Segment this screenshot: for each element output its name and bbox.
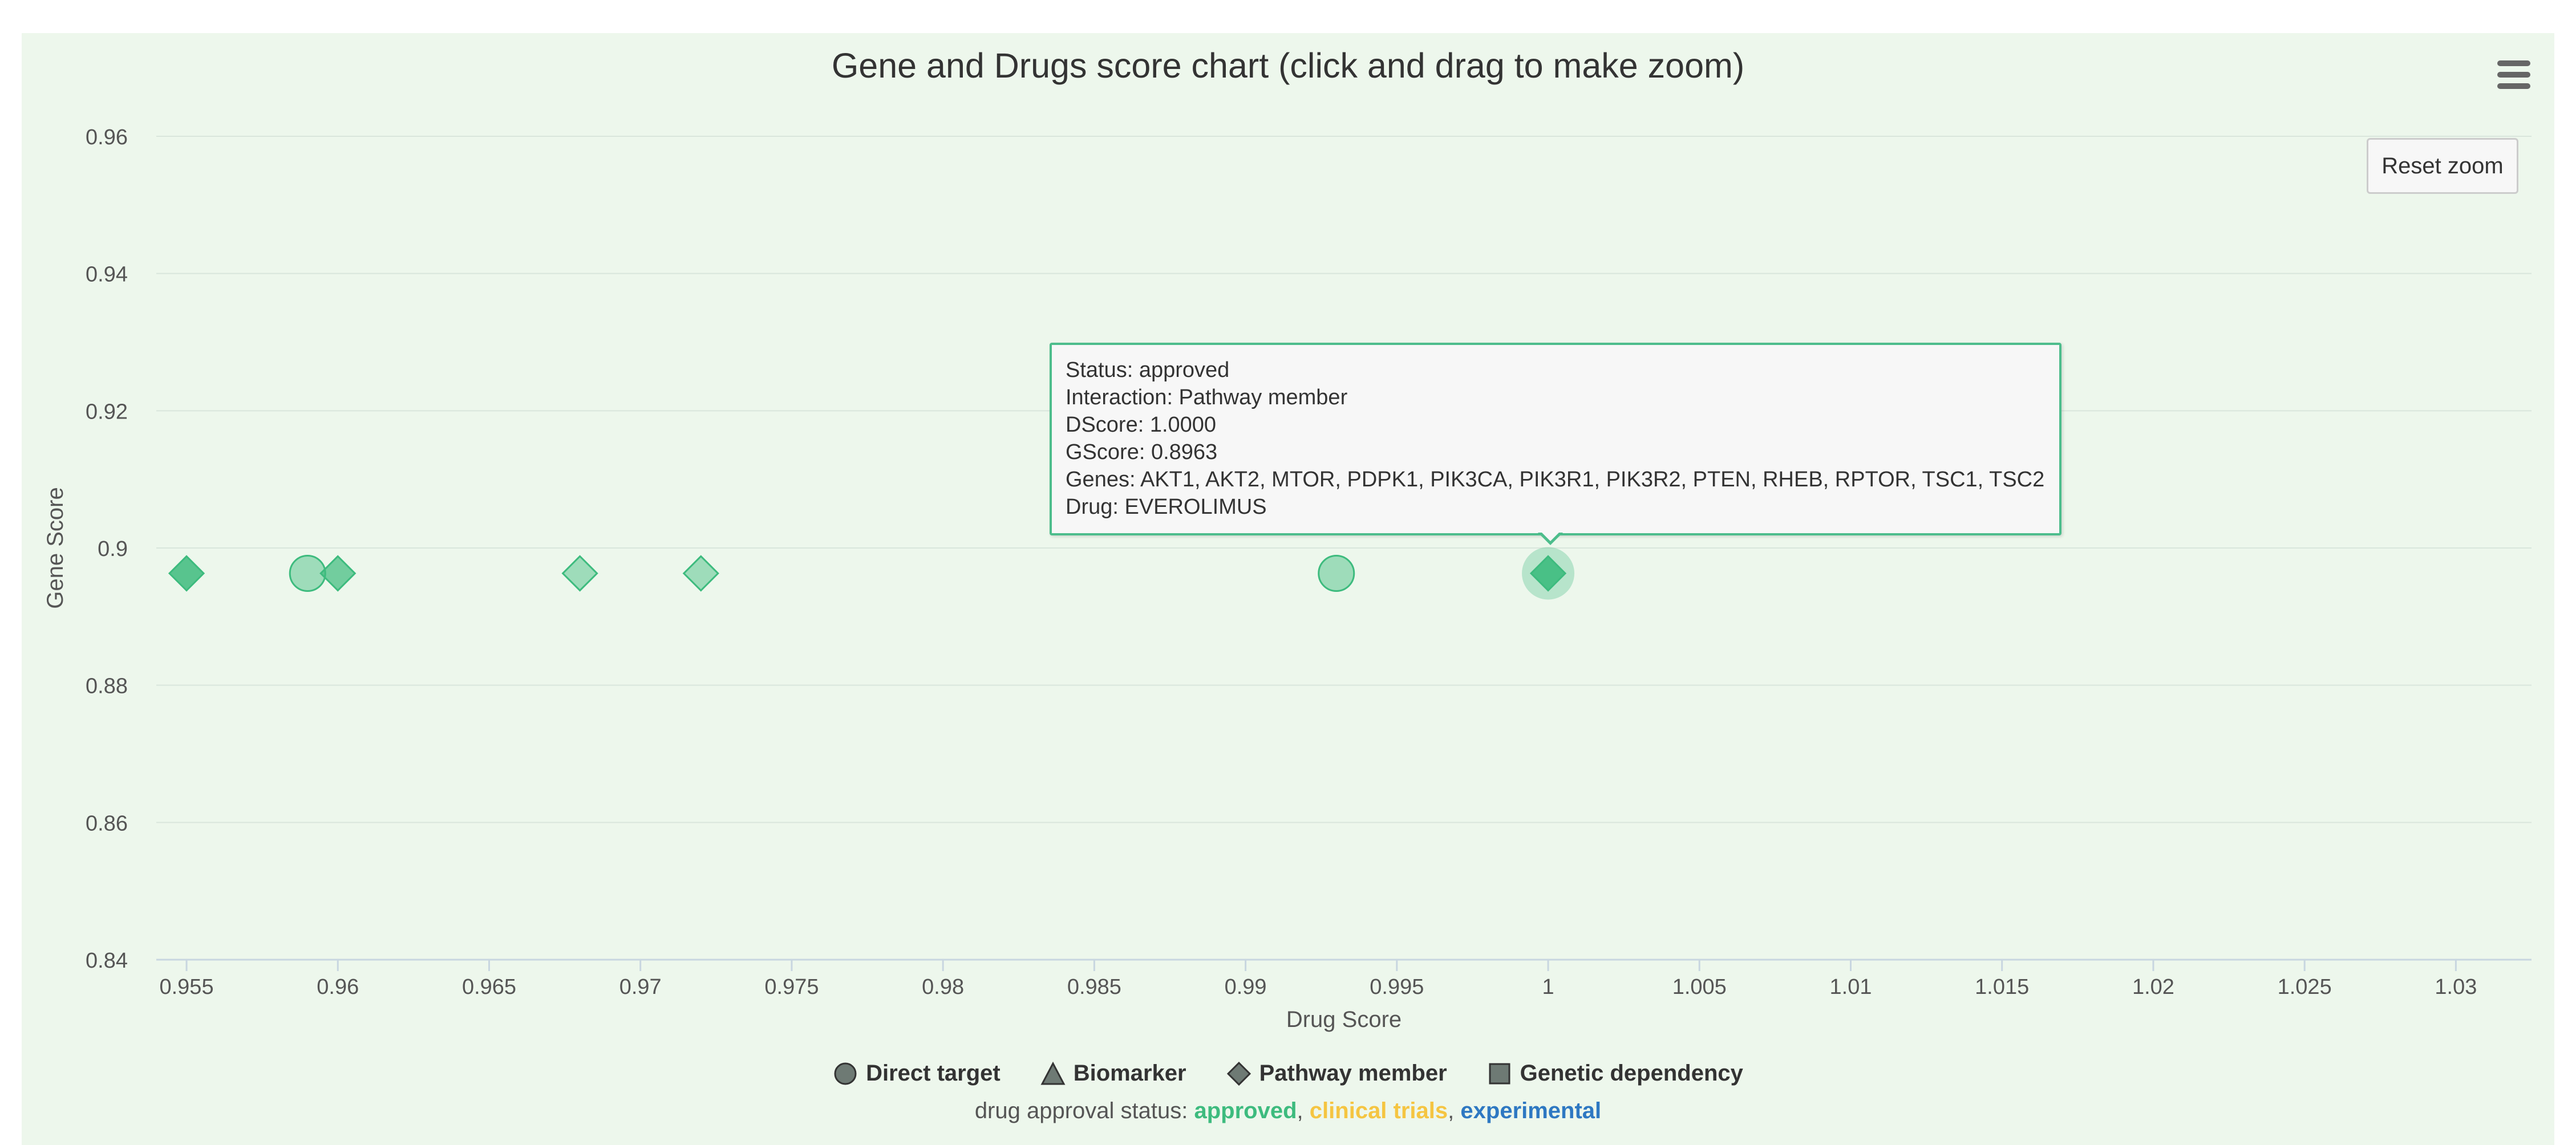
legend-label: Direct target [866, 1061, 1001, 1086]
x-tick-label: 0.96 [317, 975, 359, 999]
diamond-icon [1226, 1061, 1251, 1086]
approval-status-line: drug approval status: approved, clinical… [22, 1098, 2554, 1124]
status-approved: approved [1194, 1098, 1297, 1123]
triangle-icon [1040, 1061, 1066, 1085]
y-tick-label: 0.92 [86, 400, 128, 424]
tooltip-genes-line: Genes: AKT1, AKT2, MTOR, PDPK1, PIK3CA, … [1066, 468, 2045, 492]
point-tooltip: Status: approved Interaction: Pathway me… [1050, 343, 2061, 535]
data-point-diamond [682, 555, 719, 592]
legend-label: Pathway member [1259, 1061, 1447, 1086]
status-separator: , [1448, 1098, 1455, 1123]
legend-item-biomarker[interactable]: Biomarker [1040, 1061, 1186, 1086]
y-tick-label: 0.88 [86, 675, 128, 699]
legend-item-direct-target[interactable]: Direct target [833, 1061, 1001, 1086]
chart-title: Gene and Drugs score chart (click and dr… [831, 46, 1745, 85]
tooltip-drug-line: Drug: EVEROLIMUS [1066, 495, 1267, 519]
x-tick-label: 1.03 [2435, 975, 2477, 999]
x-tick-label: 0.97 [619, 975, 662, 999]
y-tick-label: 0.86 [86, 811, 128, 835]
chart-legend: Direct target Biomarker Pathway member G… [22, 1061, 2554, 1086]
legend-item-genetic-dependency[interactable]: Genetic dependency [1487, 1061, 1743, 1086]
x-tick-label: 1.015 [1975, 975, 2029, 999]
data-point-diamond [1529, 555, 1567, 592]
status-experimental: experimental [1460, 1098, 1602, 1123]
x-tick-label: 1.02 [2132, 975, 2174, 999]
tooltip-dscore-line: DScore: 1.0000 [1066, 413, 1217, 437]
data-point-circle [1318, 555, 1355, 592]
reset-zoom-button[interactable]: Reset zoom [2367, 138, 2518, 194]
data-point-diamond [561, 555, 598, 592]
scatter-plot[interactable]: 0.84 0.86 0.88 0.9 0.92 0.94 0.96 0.955 0.96 0.96… [22, 33, 2554, 1145]
status-prefix: drug approval status: [974, 1098, 1188, 1123]
circle-icon [834, 1062, 857, 1085]
status-separator: , [1297, 1098, 1303, 1123]
legend-label: Genetic dependency [1520, 1061, 1743, 1086]
y-tick-label: 0.9 [98, 537, 128, 561]
status-clinical-trials: clinical trials [1309, 1098, 1448, 1123]
x-tick-label: 1 [1542, 975, 1554, 999]
x-tick-label: 1.01 [1830, 975, 1872, 999]
x-tick-label: 0.99 [1225, 975, 1267, 999]
tooltip-gscore-line: GScore: 0.8963 [1066, 440, 1218, 464]
x-tick-label: 1.005 [1672, 975, 1727, 999]
y-axis-title: Gene Score [43, 487, 68, 608]
x-tick-label: 1.025 [2278, 975, 2332, 999]
x-tick-label: 0.995 [1370, 975, 1424, 999]
y-tick-label: 0.96 [86, 125, 128, 149]
hamburger-menu-icon[interactable] [2492, 55, 2535, 95]
tooltip-status-line: Status: approved [1066, 358, 1230, 382]
tooltip-arrow-inner [1541, 531, 1560, 541]
x-tick-label: 0.975 [764, 975, 819, 999]
data-point-diamond [168, 555, 205, 592]
x-tick-label: 0.955 [159, 975, 213, 999]
data-point-diamond [319, 555, 357, 592]
y-tick-label: 0.84 [86, 949, 128, 973]
x-tick-label: 0.98 [922, 975, 964, 999]
x-tick-label: 0.965 [462, 975, 516, 999]
legend-label: Biomarker [1073, 1061, 1186, 1086]
y-tick-label: 0.94 [86, 263, 128, 287]
x-tick-label: 0.985 [1067, 975, 1121, 999]
x-axis-title: Drug Score [1286, 1007, 1402, 1032]
legend-item-pathway-member[interactable]: Pathway member [1226, 1061, 1447, 1086]
square-icon [1489, 1063, 1510, 1084]
tooltip-interaction-line: Interaction: Pathway member [1066, 385, 1348, 409]
chart-container[interactable]: 0.84 0.86 0.88 0.9 0.92 0.94 0.96 0.955 0.96 0.96… [22, 33, 2554, 1145]
